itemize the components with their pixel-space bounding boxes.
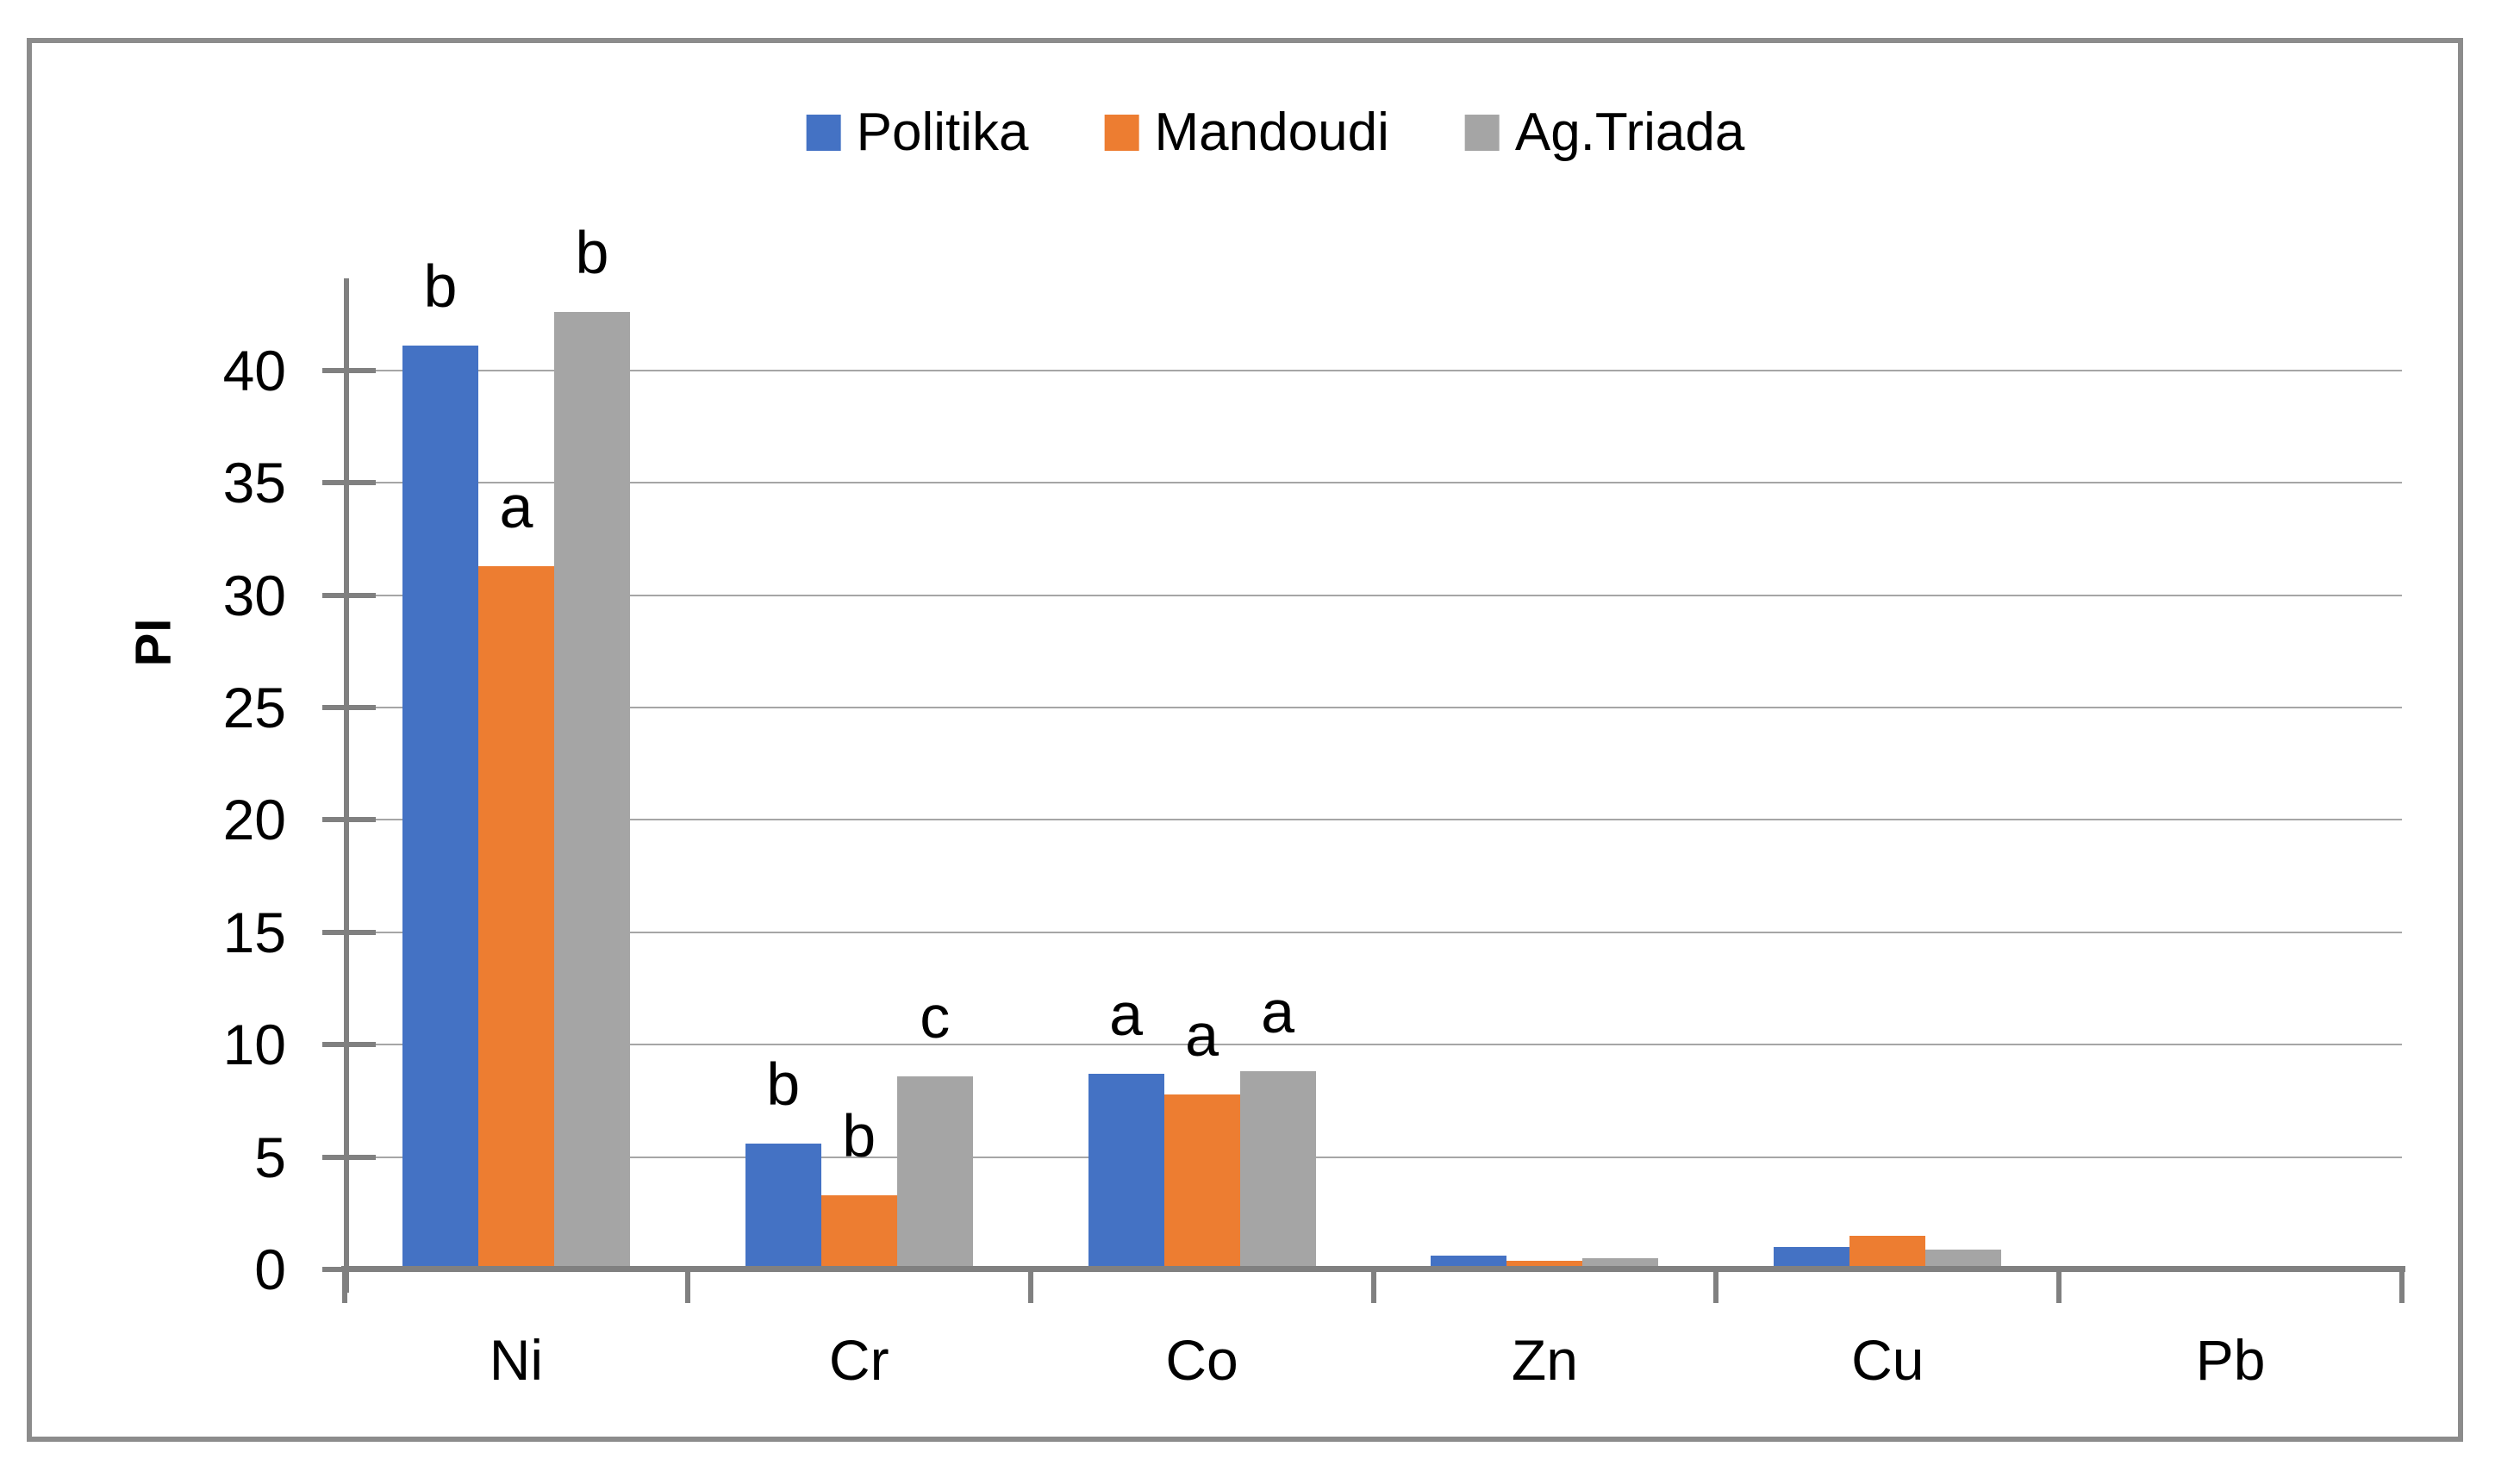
bar-politika-co (1088, 1074, 1164, 1269)
y-tick-label: 0 (254, 1238, 286, 1301)
y-tick-label: 35 (222, 451, 286, 515)
x-tick-mark (342, 1269, 347, 1303)
gridline (345, 819, 2402, 821)
x-tick-mark (2056, 1269, 2062, 1303)
bar-politika-cu (1774, 1246, 1850, 1269)
y-tick-label: 5 (254, 1125, 286, 1189)
y-tick-mark (322, 929, 376, 935)
x-axis-line (341, 1266, 2405, 1272)
x-tick-label-co: Co (1165, 1328, 1238, 1392)
legend-item-mandoudi: Mandoudi (1104, 103, 1389, 162)
x-tick-mark (1027, 1269, 1033, 1303)
y-tick-mark (322, 367, 376, 373)
y-tick-mark (322, 817, 376, 823)
bar-mandoudi-ni (477, 565, 554, 1269)
bar-ag-triada-co (1239, 1071, 1316, 1269)
legend-label: Mandoudi (1154, 103, 1389, 162)
legend-item-ag-triada: Ag.Triada (1464, 103, 1745, 162)
x-tick-label-cr: Cr (828, 1328, 889, 1392)
significance-letter: a (1109, 981, 1144, 1049)
legend-swatch (1104, 115, 1139, 151)
legend-swatch (806, 115, 841, 151)
x-tick-mark (1713, 1269, 1719, 1303)
y-tick-label: 10 (222, 1013, 286, 1077)
bar-politika-cr (745, 1143, 821, 1269)
y-tick-mark (322, 1042, 376, 1048)
significance-letter: a (1261, 978, 1295, 1046)
legend-label: Ag.Triada (1514, 103, 1745, 162)
chart-border (27, 38, 2463, 1442)
significance-letter: c (920, 982, 951, 1051)
legend-swatch (1464, 115, 1500, 151)
significance-letter: b (423, 253, 458, 321)
significance-letter: a (1185, 1001, 1219, 1069)
bar-politika-ni (402, 346, 478, 1269)
y-tick-label: 40 (222, 338, 286, 402)
gridline (345, 1156, 2402, 1158)
x-tick-label-zn: Zn (1511, 1328, 1578, 1392)
significance-letter: b (575, 218, 609, 286)
y-tick-label: 15 (222, 900, 286, 964)
gridline (345, 931, 2402, 933)
legend-item-politika: Politika (806, 103, 1029, 162)
x-tick-label-cu: Cu (1851, 1328, 1924, 1392)
gridline (345, 707, 2402, 708)
bar-mandoudi-cr (820, 1194, 897, 1269)
y-tick-label: 30 (222, 563, 286, 627)
y-tick-mark (322, 592, 376, 598)
x-tick-label-ni: Ni (489, 1328, 544, 1392)
y-axis-line (344, 278, 349, 1293)
bar-mandoudi-cu (1849, 1235, 1926, 1269)
legend-label: Politika (856, 103, 1029, 162)
bar-mandoudi-zn (1506, 1260, 1583, 1269)
y-tick-label: 25 (222, 676, 286, 739)
bar-ag-triada-cr (896, 1076, 973, 1269)
bar-mandoudi-co (1163, 1094, 1240, 1269)
x-tick-mark (684, 1269, 690, 1303)
x-tick-label-pb: Pb (2195, 1328, 2266, 1392)
y-tick-label: 20 (222, 788, 286, 852)
gridline (345, 369, 2402, 371)
significance-letter: b (842, 1101, 876, 1169)
y-tick-mark (322, 705, 376, 710)
gridline (345, 594, 2402, 596)
gridline (345, 1044, 2402, 1046)
significance-letter: b (766, 1050, 801, 1118)
gridline (345, 482, 2402, 484)
legend: Politika Mandoudi Ag.Triada (806, 102, 1745, 164)
significance-letter: a (499, 472, 533, 540)
y-tick-mark (322, 1154, 376, 1160)
x-tick-mark (2399, 1269, 2405, 1303)
bar-ag-triada-cu (1925, 1249, 2002, 1269)
x-tick-mark (1370, 1269, 1376, 1303)
bar-ag-triada-ni (553, 311, 630, 1269)
y-tick-mark (322, 480, 376, 486)
